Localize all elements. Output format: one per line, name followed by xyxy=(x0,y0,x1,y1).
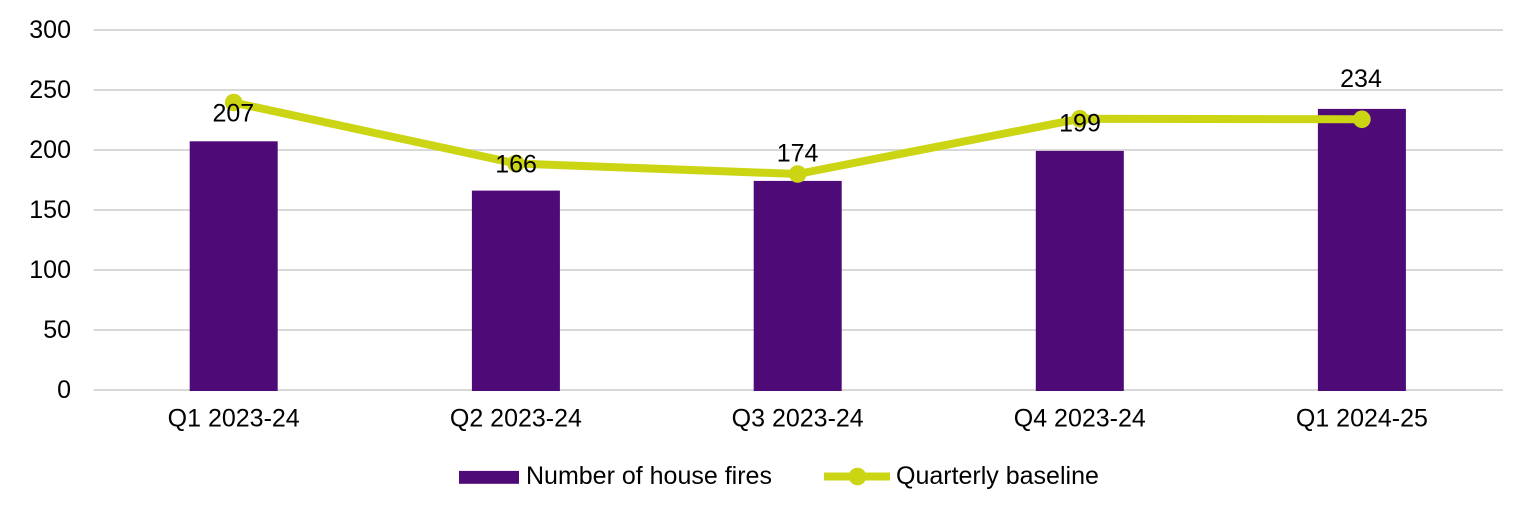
svg-text:166: 166 xyxy=(495,151,537,179)
svg-text:200: 200 xyxy=(29,136,71,164)
svg-text:Q3 2023-24: Q3 2023-24 xyxy=(732,404,864,432)
svg-text:Quarterly baseline: Quarterly baseline xyxy=(896,462,1099,490)
svg-text:Q4 2023-24: Q4 2023-24 xyxy=(1014,404,1146,432)
svg-text:199: 199 xyxy=(1059,110,1101,138)
svg-text:100: 100 xyxy=(29,256,71,284)
svg-text:Q2 2023-24: Q2 2023-24 xyxy=(450,404,582,432)
svg-text:300: 300 xyxy=(29,16,71,44)
svg-text:Q1 2023-24: Q1 2023-24 xyxy=(168,404,300,432)
svg-text:Q1 2024-25: Q1 2024-25 xyxy=(1296,404,1428,432)
svg-text:150: 150 xyxy=(29,196,71,224)
svg-text:0: 0 xyxy=(57,376,71,404)
svg-text:50: 50 xyxy=(43,316,71,344)
svg-text:174: 174 xyxy=(777,140,819,168)
svg-text:234: 234 xyxy=(1340,65,1382,93)
svg-text:Number of house fires: Number of house fires xyxy=(526,462,772,490)
svg-text:207: 207 xyxy=(212,100,254,128)
svg-text:250: 250 xyxy=(29,76,71,104)
